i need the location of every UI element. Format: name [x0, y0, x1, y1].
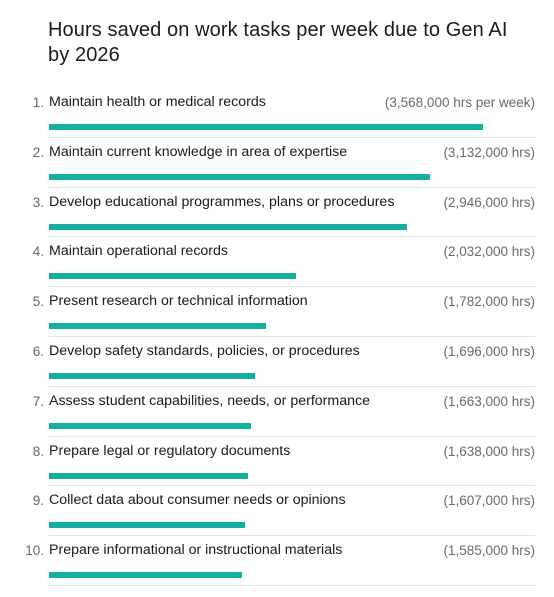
- bar-rank: 2.: [32, 144, 44, 160]
- bar-label: Maintain current knowledge in area of ex…: [49, 143, 348, 160]
- bar-row: 9. Collect data about consumer needs or o…: [0, 486, 554, 537]
- bar-row: 1. Maintain health or medical records (3,5…: [0, 88, 554, 138]
- bar-label: Collect data about consumer needs or opi…: [49, 492, 346, 509]
- bar-row: 3. Develop educational programmes, plans …: [0, 188, 554, 238]
- bar-label: Prepare legal or regulatory documents: [49, 442, 291, 459]
- bar-row: 4. Maintain operational records (2,032,000…: [0, 237, 554, 288]
- bar-label: Develop educational programmes, plans or…: [49, 193, 395, 210]
- bar-value-label: (3,568,000 hrs per week): [384, 95, 535, 110]
- row-divider: [49, 485, 535, 487]
- bar-row: 5. Present research or technical informat…: [0, 287, 554, 337]
- bar-label: Maintain operational records: [49, 243, 229, 260]
- bar: [49, 223, 408, 230]
- bar-label: Assess student capabilities, needs, or p…: [49, 392, 370, 409]
- bar: [49, 124, 483, 130]
- row-divider: [49, 136, 535, 138]
- bar: [49, 323, 266, 330]
- bar-label: Prepare informational or instructional m…: [49, 542, 343, 559]
- row-divider: [49, 335, 535, 337]
- row-divider: [49, 584, 535, 586]
- bar-value-label: (1,663,000 hrs): [443, 393, 535, 409]
- bar-label: Develop safety standards, policies, or p…: [49, 342, 360, 359]
- chart-rows: 1. Maintain health or medical records (3,5…: [0, 88, 554, 586]
- bar-value-label: (1,607,000 hrs): [443, 493, 535, 509]
- row-divider: [49, 236, 535, 238]
- bar-row: 6. Develop safety standards, policies, or…: [0, 337, 554, 387]
- row-divider: [49, 435, 535, 437]
- bar-rank: 1.: [32, 95, 44, 110]
- row-divider: [49, 286, 535, 288]
- bar: [49, 372, 256, 379]
- bar-value-label: (1,696,000 hrs): [443, 343, 535, 359]
- bar-rank: 6.: [32, 343, 44, 359]
- bar-label: Maintain health or medical records: [49, 94, 266, 110]
- bar-row: 7. Assess student capabilities, needs, or…: [0, 387, 554, 437]
- bar-row: 2. Maintain current knowledge in area of …: [0, 138, 554, 188]
- bar: [49, 273, 297, 280]
- bar: [49, 572, 242, 579]
- bar-rank: 5.: [32, 294, 44, 310]
- bar: [49, 472, 249, 479]
- bar-rank: 7.: [32, 393, 44, 409]
- row-divider: [49, 535, 535, 537]
- bar-value-label: (1,585,000 hrs): [443, 543, 535, 559]
- bar-rank: 10.: [25, 543, 44, 559]
- bar-rank: 9.: [32, 493, 44, 509]
- bar-value-label: (2,946,000 hrs): [443, 194, 535, 210]
- chart-title: Hours saved on work tasks per week due t…: [48, 19, 508, 66]
- bar-value-label: (2,032,000 hrs): [443, 244, 535, 260]
- bar-rank: 4.: [32, 244, 44, 260]
- bar-row: 8. Prepare legal or regulatory documents (…: [0, 437, 554, 487]
- bar-value-label: (3,132,000 hrs): [443, 144, 535, 160]
- bar-row: 10. Prepare informational or instructiona…: [0, 536, 554, 586]
- bar-label: Present research or technical informatio…: [49, 293, 308, 310]
- bar-rank: 8.: [32, 443, 44, 459]
- bar: [49, 522, 245, 529]
- bar-value-label: (1,638,000 hrs): [443, 443, 535, 459]
- row-divider: [49, 186, 535, 188]
- row-divider: [49, 385, 535, 387]
- bar: [49, 173, 430, 180]
- bar-rank: 3.: [32, 194, 44, 210]
- bar-value-label: (1,782,000 hrs): [443, 294, 535, 310]
- bar: [49, 422, 252, 429]
